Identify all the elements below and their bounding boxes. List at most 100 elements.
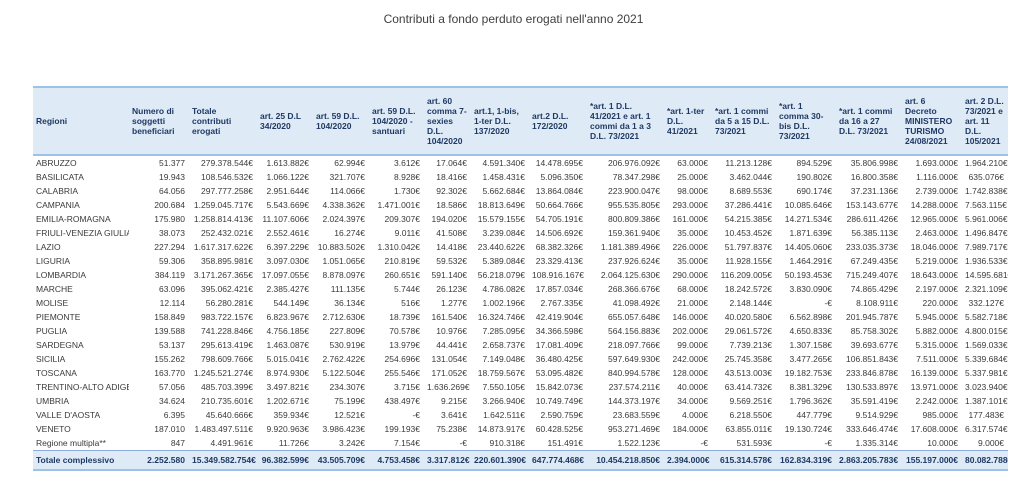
value-cell: 12.521€ — [334, 410, 365, 420]
value-cell: 12.965.000€ — [910, 214, 958, 224]
value-cell: 29.061.572€ — [724, 326, 772, 336]
value-cell: 8.878.097€ — [322, 270, 365, 280]
value-cell: 6.397.229€ — [266, 242, 309, 252]
value-cell: 190.802€ — [796, 172, 832, 182]
page-title: Contributi a fondo perduto erogati nell'… — [383, 12, 644, 26]
region-cell: SARDEGNA — [36, 340, 84, 350]
value-cell: 68.000€ — [677, 284, 708, 294]
region-cell: CAMPANIA — [36, 200, 80, 210]
value-cell: -€ — [459, 438, 467, 448]
value-cell: 63.855.011€ — [725, 424, 772, 434]
value-cell: -€ — [824, 438, 832, 448]
value-cell: 131.054€ — [431, 354, 467, 364]
value-cell: 332.127€ — [968, 298, 1004, 308]
value-cell: 39.693.677€ — [850, 340, 898, 350]
value-cell: 5.744€ — [394, 284, 420, 294]
value-cell: 11.928.155€ — [725, 256, 772, 266]
value-cell: 19.943 — [159, 172, 185, 182]
value-cell: 108.546.532€ — [201, 172, 253, 182]
value-cell: 227.294 — [154, 242, 185, 252]
value-cell: 5.582.718€ — [965, 312, 1008, 322]
region-cell: CALABRIA — [36, 186, 79, 196]
value-cell: 202.000€ — [672, 326, 708, 336]
value-cell: 13.864.084€ — [535, 186, 583, 196]
column-header: art. 2 D.L. 73/2021 e art. 11 D.L. 105/2… — [962, 86, 1008, 156]
value-cell: 715.249.407€ — [846, 270, 898, 280]
value-cell: 544.149€ — [273, 298, 309, 308]
value-cell: 8.974.930€ — [266, 368, 309, 378]
value-cell: 4.000€ — [682, 410, 708, 420]
value-cell: 53.095.482€ — [535, 368, 583, 378]
value-cell: 260.651€ — [384, 270, 420, 280]
value-cell: 218.097.766€ — [608, 340, 660, 350]
value-cell: 983.722.157€ — [201, 312, 253, 322]
value-cell: 1.642.511€ — [483, 410, 525, 420]
value-cell: 1.335.314€ — [855, 438, 898, 448]
table-row: FRIULI-VENEZIA GIULIA 38.073 252.432.021€ 2… — [33, 226, 1008, 240]
value-cell: 1.259.045.717€ — [193, 200, 253, 210]
value-cell: 210.735.601€ — [201, 396, 253, 406]
table-row: VALLE D'AOSTA 6.395 45.640.666€ 359.934€ 12.… — [33, 408, 1008, 422]
value-cell: 290.000€ — [672, 270, 708, 280]
value-cell: 7.511.000€ — [916, 354, 958, 364]
value-cell: 13.971.000€ — [910, 382, 958, 392]
value-cell: 57.056 — [159, 382, 185, 392]
value-cell: 23.683.559€ — [612, 410, 660, 420]
value-cell: 14.506.692€ — [535, 228, 583, 238]
value-cell: 92.302€ — [436, 186, 467, 196]
value-cell: 70.578€ — [389, 326, 420, 336]
value-cell: 1.258.814.413€ — [193, 214, 253, 224]
value-cell: 1.796.362€ — [789, 396, 832, 406]
table-row: CALABRIA 64.056 297.777.258€ 2.951.644€ 114.… — [33, 184, 1008, 198]
value-cell: 3.242€ — [339, 438, 365, 448]
value-cell: 5.122.504€ — [322, 368, 365, 378]
value-cell: 359.934€ — [273, 410, 309, 420]
value-cell: 295.613.419€ — [201, 340, 253, 350]
value-cell: 63.096 — [159, 284, 185, 294]
region-cell: MOLISE — [36, 298, 69, 308]
value-cell: 8.928€ — [394, 172, 420, 182]
value-cell: 13.979€ — [389, 340, 420, 350]
value-cell: 3.097.030€ — [266, 256, 309, 266]
value-cell: 56.280.281€ — [205, 298, 253, 308]
value-cell: 2.590.759€ — [540, 410, 583, 420]
value-cell: 3.266.940€ — [482, 396, 525, 406]
column-header: art.1, 1-bis, 1-ter D.L. 137/2020 — [471, 86, 529, 156]
value-cell: -€ — [700, 438, 708, 448]
value-cell: 321.707€ — [329, 172, 365, 182]
value-cell: 130.533.897€ — [846, 382, 898, 392]
value-cell: 8.381.329€ — [789, 382, 832, 392]
value-cell: 485.703.399€ — [201, 382, 253, 392]
value-cell: 23.440.622€ — [477, 242, 525, 252]
value-cell: 5.096.350€ — [540, 172, 583, 182]
value-cell: 1.522.123€ — [617, 438, 660, 448]
value-cell: 158.849 — [154, 312, 185, 322]
value-cell: 14.271.534€ — [784, 214, 832, 224]
value-cell: 447.779€ — [796, 410, 832, 420]
value-cell: 36.134€ — [334, 298, 365, 308]
value-cell: 226.000€ — [672, 242, 708, 252]
value-cell: 7.739.213€ — [729, 340, 772, 350]
value-cell: 5.882.000€ — [915, 326, 958, 336]
value-cell: 18.242.572€ — [724, 284, 772, 294]
value-cell: 9.011€ — [394, 228, 420, 238]
value-cell: 4.491.961€ — [210, 438, 253, 448]
region-cell: SICILIA — [36, 354, 66, 364]
value-cell: 1.617.317.622€ — [193, 242, 253, 252]
total-value-cell: 4.753.458€ — [369, 450, 424, 471]
region-cell: VALLE D'AOSTA — [36, 410, 101, 420]
region-cell: EMILIA-ROMAGNA — [36, 214, 111, 224]
value-cell: 159.361.940€ — [608, 228, 660, 238]
value-cell: 237.926.624€ — [608, 256, 660, 266]
value-cell: 14.595.681€ — [965, 270, 1008, 280]
value-cell: 9.215€ — [441, 396, 467, 406]
value-cell: 34.624 — [159, 396, 185, 406]
value-cell: 5.339.684€ — [965, 354, 1008, 364]
value-cell: 7.550.105€ — [482, 382, 525, 392]
value-cell: -€ — [824, 298, 832, 308]
value-cell: 15.579.155€ — [477, 214, 525, 224]
table-row: CAMPANIA 200.684 1.259.045.717€ 5.543.669€ 4… — [33, 198, 1008, 212]
value-cell: 1.051.065€ — [322, 256, 365, 266]
value-cell: 25.000€ — [677, 172, 708, 182]
